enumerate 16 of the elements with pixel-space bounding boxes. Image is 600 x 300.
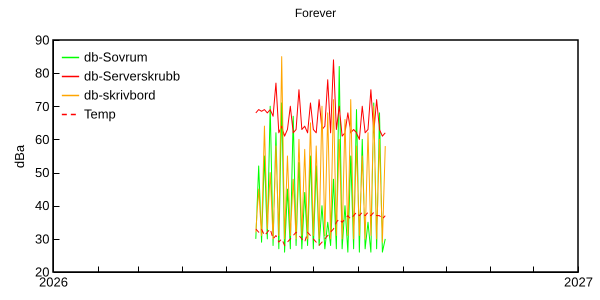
line-series: [255, 212, 386, 246]
y-tick-label: 80: [35, 66, 50, 81]
chart-title: Forever: [294, 6, 336, 20]
legend-label: db-skrivbord: [84, 88, 156, 102]
y-axis-title: dBa: [12, 144, 28, 168]
y-tick-label: 50: [35, 165, 50, 180]
legend-label: Temp: [84, 106, 116, 122]
y-tick-label: 30: [35, 231, 50, 246]
y-tick-label: 60: [35, 132, 50, 147]
legend-label: db-Sovrum: [84, 50, 148, 64]
y-tick-label: 40: [35, 198, 50, 214]
line-series: [255, 59, 386, 140]
x-tick-label: 2027: [564, 274, 593, 290]
legend-label: db-Serverskrubb: [84, 68, 180, 84]
y-tick-label: 90: [35, 32, 50, 48]
y-tick-label: 70: [35, 98, 50, 114]
